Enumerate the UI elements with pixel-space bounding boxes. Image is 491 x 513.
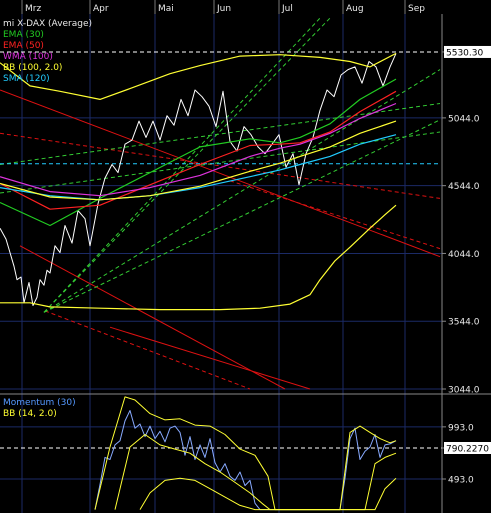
trendline-dashed <box>44 310 251 390</box>
legend-entry: EMA (30) <box>3 30 44 40</box>
instrument-title: mi X-DAX (Average) <box>3 19 92 29</box>
series-bb-14-2-0-mid <box>114 434 397 511</box>
current-value-box <box>444 45 491 58</box>
axis-tick-label: 493.0 <box>448 476 474 486</box>
main-panel-background <box>0 14 442 394</box>
axis-tick-label: 5044.0 <box>448 114 480 124</box>
month-label-apr: Apr <box>93 4 109 14</box>
month-axis: Mrz Apr Mai Jun Jul Aug Sep <box>0 0 491 14</box>
legend-entry: BB (14, 2.0) <box>3 409 57 419</box>
month-label-jun: Jun <box>216 4 231 14</box>
month-label-sep: Sep <box>408 4 425 14</box>
momentum-grid <box>0 394 442 513</box>
series-mi-x-dax-average <box>0 53 397 306</box>
axis-tick-label: 993.0 <box>448 423 474 433</box>
current-value-label: 5530.30 <box>446 48 483 58</box>
trendline-dashed <box>43 17 321 313</box>
trendline-dashed <box>43 69 441 313</box>
series-ema-30 <box>0 78 397 227</box>
series-bb-100-2-0-upper <box>0 52 397 101</box>
series-bb-14-2-0-lower <box>139 477 397 511</box>
main-series <box>0 52 397 311</box>
axis-tick-label: 4044.0 <box>448 250 480 260</box>
month-label-aug: Aug <box>346 4 364 14</box>
legend-entry: BB (100, 2.0) <box>3 63 62 73</box>
trendline-dashed <box>43 119 441 313</box>
momentum-series <box>0 396 442 511</box>
axis-tick-label: 3044.0 <box>448 386 480 396</box>
legend-entry: WMA (100) <box>3 52 53 62</box>
axis-tick-label: 4544.0 <box>448 182 480 192</box>
trendline-dashed <box>229 180 441 250</box>
series-momentum-30 <box>94 410 397 511</box>
axis-tick-label: 3544.0 <box>448 318 480 328</box>
legend-entry: Momentum (30) <box>3 398 76 408</box>
series-ema-50 <box>0 90 397 210</box>
trendline-solid <box>19 245 286 390</box>
main-price-axis: 5530.30 5044.0 4544.0 4044.0 3544.0 3044.0 <box>442 45 491 396</box>
month-label-mrz: Mrz <box>25 4 41 14</box>
main-trendlines <box>0 17 441 390</box>
momentum-value-axis: 993.0 790.2270 493.0 <box>442 423 491 486</box>
legend-entry: SMA (120) <box>3 74 50 84</box>
series-bb-14-2-0-upper <box>94 396 397 511</box>
trendline-dashed <box>43 17 331 313</box>
momentum-legend: Momentum (30)BB (14, 2.0) <box>3 398 76 419</box>
trendline-solid <box>0 89 441 258</box>
month-label-jul: Jul <box>281 4 293 14</box>
current-value-box <box>444 442 491 454</box>
legend-entry: EMA (50) <box>3 41 44 51</box>
current-value-label: 790.2270 <box>446 445 489 455</box>
month-axis-background <box>0 0 491 14</box>
series-bb-100-2-0-mid <box>0 120 397 201</box>
main-legend: mi X-DAX (Average)EMA (30)EMA (50)WMA (1… <box>3 19 92 84</box>
trendline-solid <box>109 326 311 390</box>
month-label-mai: Mai <box>158 4 174 14</box>
series-wma-100 <box>0 102 397 197</box>
series-bb-100-2-0-lower <box>0 204 397 311</box>
